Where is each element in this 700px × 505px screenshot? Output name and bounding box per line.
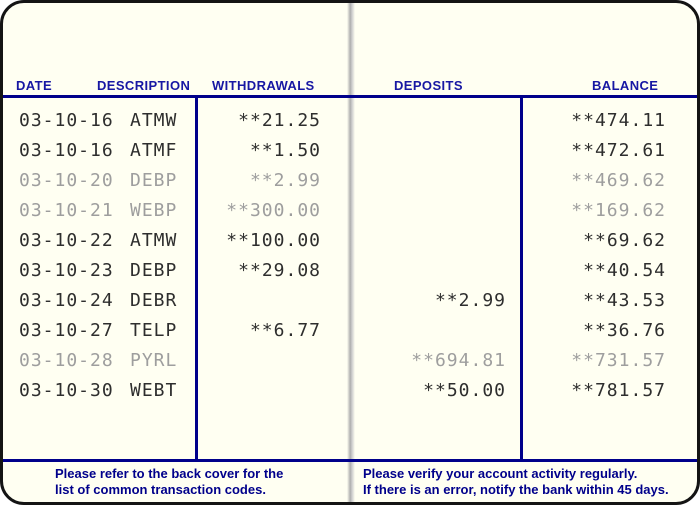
table-row: 03-10-21 WEBP **300.00 **169.62 [3,196,697,226]
transaction-date: 03-10-30 [19,380,114,401]
transaction-date: 03-10-21 [19,200,114,221]
table-row: 03-10-22 ATMW **100.00 **69.62 [3,226,697,256]
table-row: 03-10-30 WEBT **50.00 **781.57 [3,376,697,406]
balance-amount: **731.57 [571,350,666,371]
transaction-code: DEBP [130,170,178,191]
column-header-date: DATE [16,78,53,93]
balance-amount: **69.62 [583,230,666,251]
transaction-date: 03-10-20 [19,170,114,191]
transaction-code: ATMW [130,230,178,251]
withdrawal-amount: **300.00 [226,200,321,221]
header-rule [3,95,697,98]
deposit-amount: **50.00 [423,380,506,401]
footer-note-right: Please verify your account activity regu… [363,466,669,498]
transaction-code: TELP [130,320,178,341]
table-row: 03-10-16 ATMF **1.50 **472.61 [3,136,697,166]
table-row: 03-10-23 DEBP **29.08 **40.54 [3,256,697,286]
footer-left-line2: list of common transaction codes. [55,482,266,497]
transaction-code: WEBT [130,380,178,401]
footer-right-line2: If there is an error, notify the bank wi… [363,482,669,497]
transaction-code: WEBP [130,200,178,221]
table-row: 03-10-24 DEBR **2.99 **43.53 [3,286,697,316]
balance-amount: **36.76 [583,320,666,341]
withdrawal-amount: **100.00 [226,230,321,251]
transaction-date: 03-10-22 [19,230,114,251]
transaction-date: 03-10-28 [19,350,114,371]
table-row: 03-10-20 DEBP **2.99 **469.62 [3,166,697,196]
deposit-amount: **694.81 [411,350,506,371]
transaction-code: DEBR [130,290,178,311]
transaction-date: 03-10-27 [19,320,114,341]
footer-right-line1: Please verify your account activity regu… [363,466,638,481]
transaction-date: 03-10-24 [19,290,114,311]
column-header-deposits: DEPOSITS [394,78,463,93]
withdrawal-amount: **2.99 [249,170,321,191]
transaction-code: ATMF [130,140,178,161]
footer-note-left: Please refer to the back cover for the l… [55,466,283,498]
column-header-description: DESCRIPTION [97,78,191,93]
balance-amount: **43.53 [583,290,666,311]
balance-amount: **40.54 [583,260,666,281]
footer-left-line1: Please refer to the back cover for the [55,466,284,481]
balance-amount: **472.61 [571,140,666,161]
table-row: 03-10-16 ATMW **21.25 **474.11 [3,106,697,136]
balance-amount: **781.57 [571,380,666,401]
transaction-code: DEBP [130,260,178,281]
balance-amount: **469.62 [571,170,666,191]
table-row: 03-10-28 PYRL **694.81 **731.57 [3,346,697,376]
balance-amount: **474.11 [571,110,666,131]
withdrawal-amount: **21.25 [238,110,321,131]
balance-amount: **169.62 [571,200,666,221]
balance-column-rule [520,95,523,462]
transaction-date: 03-10-16 [19,110,114,131]
center-fold [347,3,355,502]
withdrawal-amount: **6.77 [249,320,321,341]
column-header-withdrawals: WITHDRAWALS [212,78,315,93]
withdrawal-amount: **1.50 [249,140,321,161]
withdrawals-column-rule [195,95,198,462]
footer-rule [3,459,697,462]
transaction-date: 03-10-16 [19,140,114,161]
deposit-amount: **2.99 [434,290,506,311]
column-header-balance: BALANCE [592,78,659,93]
transaction-rows: 03-10-16 ATMW **21.25 **474.11 03-10-16 … [3,106,697,406]
transaction-code: PYRL [130,350,178,371]
transaction-date: 03-10-23 [19,260,114,281]
transaction-code: ATMW [130,110,178,131]
withdrawal-amount: **29.08 [238,260,321,281]
table-row: 03-10-27 TELP **6.77 **36.76 [3,316,697,346]
